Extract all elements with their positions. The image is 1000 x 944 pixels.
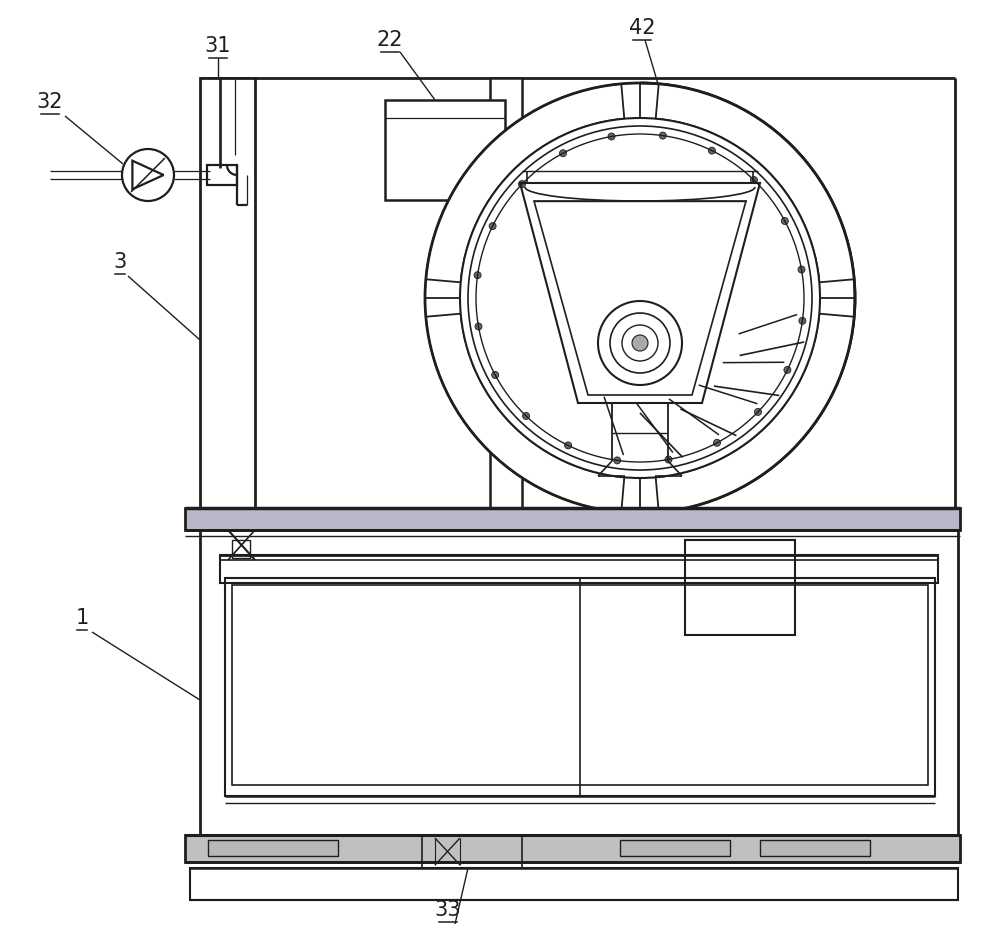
Circle shape bbox=[713, 439, 720, 447]
Circle shape bbox=[489, 223, 496, 229]
Text: 32: 32 bbox=[37, 92, 63, 112]
Text: 33: 33 bbox=[435, 900, 461, 920]
Circle shape bbox=[492, 372, 499, 379]
Circle shape bbox=[754, 409, 761, 415]
Wedge shape bbox=[656, 313, 854, 513]
Wedge shape bbox=[426, 84, 624, 282]
Bar bbox=[185, 508, 960, 530]
Circle shape bbox=[460, 118, 820, 478]
Bar bbox=[620, 840, 730, 856]
Bar bbox=[232, 540, 250, 558]
Circle shape bbox=[608, 133, 615, 140]
Circle shape bbox=[659, 132, 666, 139]
Text: 22: 22 bbox=[377, 30, 403, 50]
Text: 42: 42 bbox=[629, 18, 655, 38]
Text: 3: 3 bbox=[113, 252, 127, 272]
Circle shape bbox=[784, 366, 791, 374]
Wedge shape bbox=[426, 313, 624, 513]
Circle shape bbox=[565, 442, 572, 449]
Circle shape bbox=[708, 147, 715, 154]
Bar bbox=[385, 100, 505, 200]
Circle shape bbox=[665, 456, 672, 463]
Bar bbox=[232, 585, 928, 785]
Bar bbox=[208, 840, 338, 856]
Bar bbox=[225, 578, 935, 796]
Circle shape bbox=[632, 335, 648, 351]
Text: 1: 1 bbox=[75, 608, 89, 628]
Circle shape bbox=[798, 266, 805, 273]
Bar bbox=[200, 78, 255, 510]
Bar bbox=[490, 78, 522, 510]
Circle shape bbox=[799, 317, 806, 325]
Circle shape bbox=[560, 150, 567, 157]
Text: 31: 31 bbox=[205, 36, 231, 56]
Circle shape bbox=[474, 272, 481, 278]
Bar bbox=[207, 165, 237, 185]
Circle shape bbox=[519, 180, 526, 188]
Bar bbox=[422, 835, 522, 868]
Circle shape bbox=[475, 323, 482, 330]
Bar bbox=[220, 555, 938, 583]
Bar bbox=[185, 835, 960, 862]
Bar bbox=[685, 540, 795, 635]
Circle shape bbox=[781, 217, 788, 225]
Circle shape bbox=[750, 177, 757, 183]
Circle shape bbox=[614, 457, 621, 464]
Bar bbox=[200, 530, 958, 835]
Wedge shape bbox=[656, 84, 854, 282]
Circle shape bbox=[523, 413, 530, 419]
Bar bbox=[190, 868, 958, 900]
Bar bbox=[760, 840, 870, 856]
